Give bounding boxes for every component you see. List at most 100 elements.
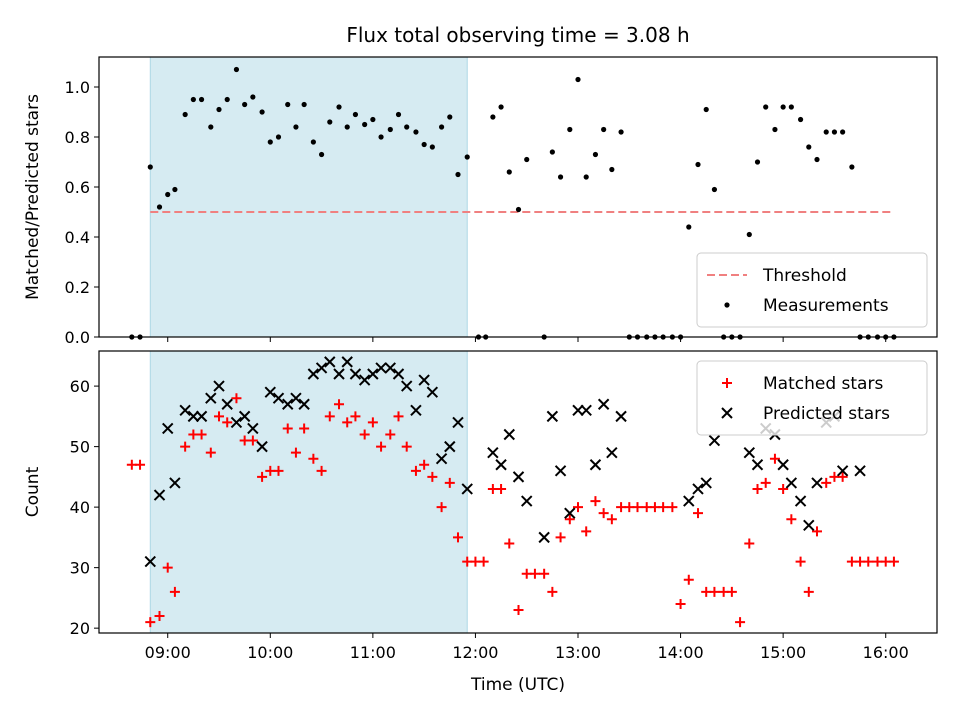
- observing-span: [149, 56, 468, 338]
- data-point: [461, 483, 473, 495]
- y-axis-label: Count: [23, 466, 43, 517]
- data-point: [426, 386, 439, 398]
- data-point: [293, 124, 299, 130]
- legend: Threshold Measurements: [696, 252, 928, 328]
- data-point: [198, 96, 205, 103]
- data-point: [564, 507, 576, 519]
- data-point: [797, 116, 804, 123]
- data-point: [315, 362, 328, 374]
- data-point: [216, 106, 222, 113]
- data-point: [618, 129, 624, 135]
- data-point: [513, 605, 524, 616]
- data-point: [324, 356, 336, 368]
- data-point: [256, 440, 268, 453]
- data-point: [165, 191, 171, 198]
- data-point: [247, 422, 259, 435]
- data-point: [135, 459, 146, 470]
- legend-box: [696, 360, 928, 436]
- data-point: [436, 502, 447, 513]
- data-point: [153, 489, 166, 501]
- data-point: [190, 96, 196, 103]
- data-point: [392, 368, 405, 380]
- y-tick-label: 20: [70, 619, 90, 638]
- data-point: [352, 111, 359, 118]
- data-point: [769, 453, 780, 464]
- data-point: [811, 526, 822, 537]
- series-predicted-stars: [144, 356, 866, 568]
- data-point: [435, 453, 448, 465]
- data-point: [172, 186, 178, 193]
- data-point: [601, 126, 607, 133]
- data-point: [524, 156, 530, 163]
- data-point: [267, 139, 273, 145]
- data-point: [590, 496, 601, 507]
- data-point: [387, 126, 393, 133]
- data-point: [447, 114, 453, 120]
- data-point: [606, 514, 617, 525]
- data-point: [515, 206, 522, 213]
- data-point: [257, 471, 268, 482]
- x-tick-label: 11:00: [350, 643, 396, 662]
- data-point: [162, 562, 173, 573]
- data-point: [821, 477, 832, 488]
- data-point: [632, 502, 643, 513]
- data-point: [735, 617, 746, 628]
- data-point: [182, 111, 188, 118]
- data-point: [772, 126, 778, 133]
- y-tick-label: 0.2: [65, 278, 90, 297]
- legend-label: Matched stars: [763, 374, 883, 394]
- data-point: [367, 417, 378, 428]
- data-point: [539, 568, 550, 579]
- data-point: [349, 368, 362, 380]
- data-point: [495, 459, 507, 471]
- data-point: [334, 399, 345, 410]
- data-point: [564, 514, 575, 525]
- y-axis-label: Matched/Predicted stars: [23, 94, 43, 300]
- chart-title: Flux total observing time = 3.08 h: [346, 23, 689, 47]
- data-point: [452, 416, 464, 429]
- data-point: [840, 129, 846, 135]
- data-point: [205, 392, 217, 404]
- data-point: [410, 465, 421, 476]
- axes-frame: [98, 56, 938, 338]
- data-point: [581, 526, 592, 537]
- x-tick-label: 16:00: [863, 643, 909, 662]
- data-point: [205, 447, 216, 458]
- data-point: [529, 568, 540, 579]
- data-point: [421, 141, 427, 148]
- data-point: [298, 398, 310, 410]
- data-point: [410, 404, 422, 417]
- data-point: [580, 404, 592, 417]
- data-point: [831, 129, 838, 135]
- data-point: [393, 411, 404, 422]
- y-tick-label: 50: [70, 438, 90, 457]
- data-point: [763, 104, 769, 110]
- data-point: [598, 508, 609, 519]
- data-point: [145, 617, 156, 628]
- data-point: [370, 116, 376, 123]
- data-point: [700, 477, 712, 489]
- data-point: [169, 477, 181, 489]
- data-point: [324, 411, 335, 422]
- data-point: [418, 374, 430, 386]
- data-point: [490, 114, 496, 120]
- data-point: [301, 101, 307, 108]
- data-point: [675, 598, 686, 609]
- data-point: [213, 380, 225, 392]
- data-point: [327, 119, 333, 125]
- data-point: [162, 422, 174, 435]
- data-point: [444, 440, 456, 453]
- data-point: [521, 495, 533, 507]
- legend: Matched stars Predicted stars: [696, 360, 928, 436]
- data-point: [504, 538, 515, 549]
- data-point: [401, 380, 413, 392]
- data-point: [555, 532, 566, 543]
- y-tick-label: 0.0: [65, 328, 90, 347]
- data-point: [333, 368, 345, 380]
- data-point: [573, 502, 584, 513]
- data-point: [888, 556, 899, 567]
- data-point: [683, 574, 694, 585]
- data-point: [726, 586, 737, 597]
- observing-span: [149, 350, 468, 634]
- data-point: [224, 96, 230, 103]
